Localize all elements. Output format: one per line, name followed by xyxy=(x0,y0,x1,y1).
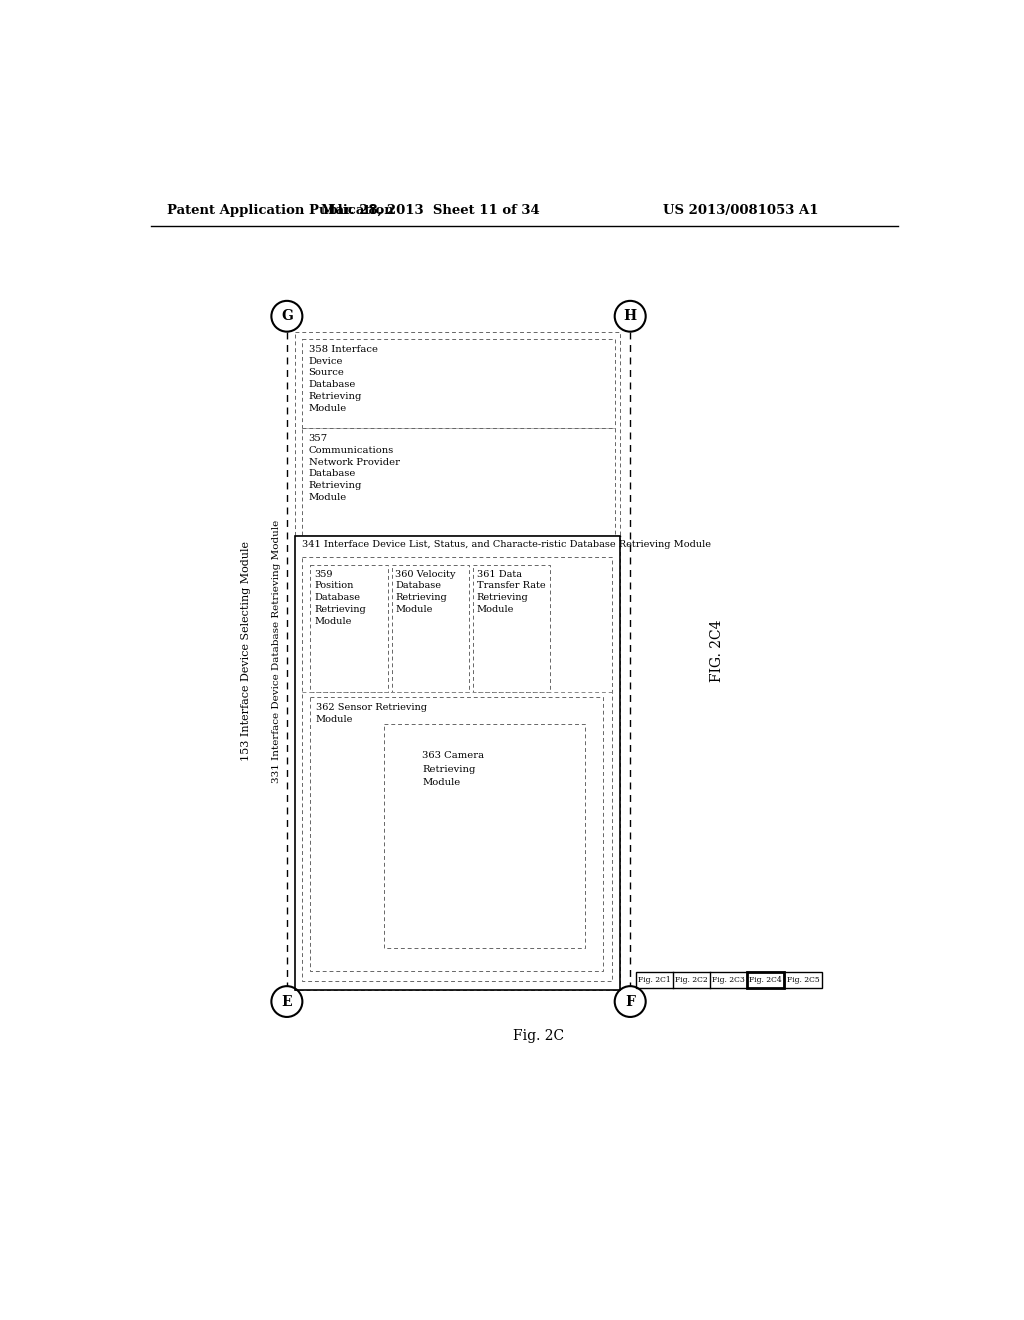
Text: Fig. 2C5: Fig. 2C5 xyxy=(786,975,819,983)
Text: 361 Data
Transfer Rate
Retrieving
Module: 361 Data Transfer Rate Retrieving Module xyxy=(477,570,546,614)
Text: Fig. 2C3: Fig. 2C3 xyxy=(712,975,745,983)
Text: Fig. 2C4: Fig. 2C4 xyxy=(750,975,782,983)
Bar xyxy=(310,697,603,970)
Bar xyxy=(302,557,612,981)
Text: H: H xyxy=(624,309,637,323)
Text: 357
Communications
Network Provider
Database
Retrieving
Module: 357 Communications Network Provider Data… xyxy=(308,434,399,502)
Text: F: F xyxy=(626,994,635,1008)
Text: Fig. 2C1: Fig. 2C1 xyxy=(638,975,671,983)
Text: 363 Camera
Retrieving
Module: 363 Camera Retrieving Module xyxy=(423,751,484,787)
Bar xyxy=(636,973,821,987)
Text: 358 Interface
Device
Source
Database
Retrieving
Module: 358 Interface Device Source Database Ret… xyxy=(308,345,378,413)
Bar xyxy=(302,339,614,428)
Text: 362 Sensor Retrieving
Module: 362 Sensor Retrieving Module xyxy=(315,702,427,723)
Text: 359
Position
Database
Retrieving
Module: 359 Position Database Retrieving Module xyxy=(314,570,366,626)
Text: 360 Velocity
Database
Retrieving
Module: 360 Velocity Database Retrieving Module xyxy=(395,570,456,614)
Bar xyxy=(302,428,614,536)
Bar xyxy=(748,973,784,987)
Bar xyxy=(295,536,621,990)
Text: G: G xyxy=(281,309,293,323)
Text: Mar. 28, 2013  Sheet 11 of 34: Mar. 28, 2013 Sheet 11 of 34 xyxy=(321,205,540,218)
Text: Patent Application Publication: Patent Application Publication xyxy=(167,205,393,218)
Bar xyxy=(295,331,621,990)
Bar xyxy=(473,565,550,692)
Bar xyxy=(384,725,586,948)
Text: US 2013/0081053 A1: US 2013/0081053 A1 xyxy=(663,205,818,218)
Bar xyxy=(310,565,388,692)
Text: 153 Interface Device Selecting Module: 153 Interface Device Selecting Module xyxy=(241,541,251,762)
Text: Fig. 2C2: Fig. 2C2 xyxy=(675,975,708,983)
Bar xyxy=(391,565,469,692)
Text: 331 Interface Device Database Retrieving Module: 331 Interface Device Database Retrieving… xyxy=(272,520,282,783)
Text: E: E xyxy=(282,994,292,1008)
Text: Fig. 2C: Fig. 2C xyxy=(513,1030,564,1043)
Text: FIG. 2C4: FIG. 2C4 xyxy=(710,620,724,682)
Text: 341 Interface Device List, Status, and Characte-ristic Database Retrieving Modul: 341 Interface Device List, Status, and C… xyxy=(302,540,712,549)
